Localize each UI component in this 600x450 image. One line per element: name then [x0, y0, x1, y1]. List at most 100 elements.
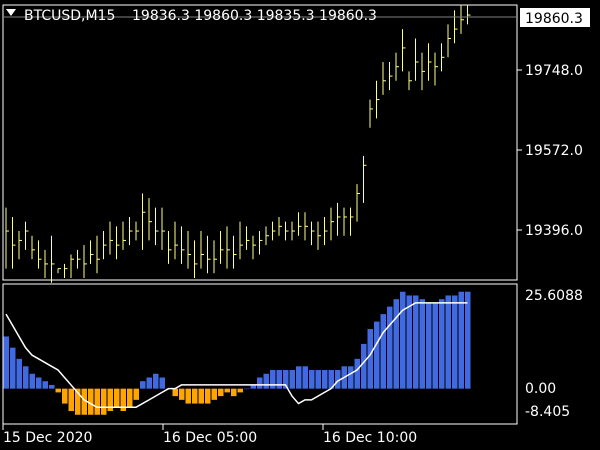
- price-bar: [51, 235, 55, 283]
- histogram-bar: [107, 388, 113, 412]
- histogram-bar: [172, 388, 178, 397]
- price-bar: [83, 245, 87, 278]
- price-bar: [350, 207, 354, 236]
- histogram-bar: [185, 388, 191, 404]
- price-bar: [285, 221, 289, 241]
- symbol-timeframe-label: BTCUSD,M15: [24, 8, 115, 24]
- price-panel[interactable]: BTCUSD,M15 19836.3 19860.3 19835.3 19860…: [2, 4, 518, 283]
- price-bar: [421, 52, 425, 91]
- histogram-bar: [367, 329, 373, 389]
- price-bar: [142, 193, 146, 250]
- price-bar: [311, 221, 315, 246]
- price-bar: [233, 235, 237, 269]
- price-bar: [402, 29, 406, 72]
- histogram-bar: [55, 388, 61, 393]
- price-bar: [168, 231, 172, 264]
- ohlc-values: 19836.3 19860.3 19835.3 19860.3: [132, 8, 377, 24]
- price-bar: [259, 231, 263, 255]
- histogram-bar: [218, 388, 224, 397]
- time-tick-label: 16 Dec 05:00: [163, 430, 257, 446]
- price-bar: [454, 10, 458, 44]
- histogram-bar: [426, 302, 432, 389]
- price-bar: [239, 221, 243, 260]
- price-bar: [460, 5, 464, 34]
- histogram-bar: [380, 314, 386, 389]
- price-axis: 19860.3 19748.0 19572.0 19396.0: [517, 8, 590, 239]
- histogram-bar: [328, 370, 334, 389]
- price-bar: [194, 240, 198, 278]
- price-bar: [265, 226, 269, 246]
- price-bar: [376, 80, 380, 119]
- price-bar: [356, 184, 360, 222]
- indicator-axis: 25.6088 0.00 -8.405: [525, 288, 583, 420]
- price-bars: [5, 5, 471, 283]
- histogram-bar: [224, 388, 230, 393]
- histogram-bar: [68, 388, 74, 412]
- signal-line: [5, 302, 468, 409]
- histogram-bar: [3, 336, 9, 389]
- price-bar: [324, 216, 328, 246]
- histogram-bar: [127, 388, 133, 408]
- price-bar: [207, 235, 211, 274]
- price-bar: [441, 43, 445, 72]
- histogram-bar: [159, 377, 165, 389]
- histogram-bar: [81, 388, 87, 415]
- indicator-tick-label: -8.405: [525, 404, 570, 420]
- price-bar: [70, 254, 74, 278]
- chart-menu-triangle-icon[interactable]: [6, 9, 16, 16]
- histogram-bar: [419, 299, 425, 389]
- histogram-bar: [302, 366, 308, 389]
- histogram-bar: [250, 384, 256, 389]
- price-bar: [18, 231, 22, 260]
- price-bar: [213, 240, 217, 274]
- indicator-tick-label: 25.6088: [525, 288, 583, 304]
- price-tick-label: 19396.0: [525, 223, 583, 239]
- price-bar: [5, 207, 9, 269]
- price-bar: [181, 226, 185, 264]
- histogram-bar: [88, 388, 94, 415]
- price-bar: [122, 221, 126, 250]
- histogram-bar: [458, 291, 464, 389]
- price-bar: [337, 202, 341, 236]
- histogram-bar: [42, 381, 48, 389]
- price-bar: [38, 240, 42, 269]
- price-bar: [135, 221, 139, 241]
- histogram-bar: [16, 358, 22, 389]
- histogram-bar: [179, 388, 185, 400]
- price-bar: [363, 155, 367, 203]
- price-bar: [272, 221, 276, 241]
- histogram-bar: [348, 366, 354, 389]
- price-bar: [12, 216, 16, 269]
- price-bar: [330, 207, 334, 241]
- price-tick-label: 19748.0: [525, 63, 583, 79]
- histogram-bar: [94, 388, 100, 415]
- histogram-bar: [361, 343, 367, 389]
- histogram-bar: [231, 388, 237, 397]
- price-bar: [408, 71, 412, 91]
- price-bar: [148, 198, 152, 241]
- histogram-bar: [322, 370, 328, 389]
- price-bar: [434, 52, 438, 86]
- price-bar: [415, 38, 419, 81]
- price-bar: [226, 226, 230, 269]
- histogram-bar: [198, 388, 204, 404]
- indicator-tick-label: 0.00: [525, 381, 556, 397]
- histogram-bar: [335, 370, 341, 389]
- price-bar: [246, 226, 250, 250]
- histogram-bar: [309, 370, 315, 389]
- indicator-panel[interactable]: [2, 283, 518, 425]
- price-bar: [129, 216, 133, 246]
- histogram-bar: [153, 373, 159, 389]
- histogram-bar: [23, 366, 29, 389]
- histogram-bar: [465, 291, 471, 389]
- time-tick-label: 15 Dec 2020: [3, 430, 92, 446]
- histogram-bar: [445, 295, 451, 389]
- time-tick-label: 16 Dec 10:00: [323, 430, 417, 446]
- price-bar: [31, 235, 35, 260]
- histogram-bar: [354, 358, 360, 389]
- histogram-bar: [29, 373, 35, 389]
- histogram: [3, 291, 471, 415]
- histogram-bar: [120, 388, 126, 412]
- price-bar: [109, 221, 113, 255]
